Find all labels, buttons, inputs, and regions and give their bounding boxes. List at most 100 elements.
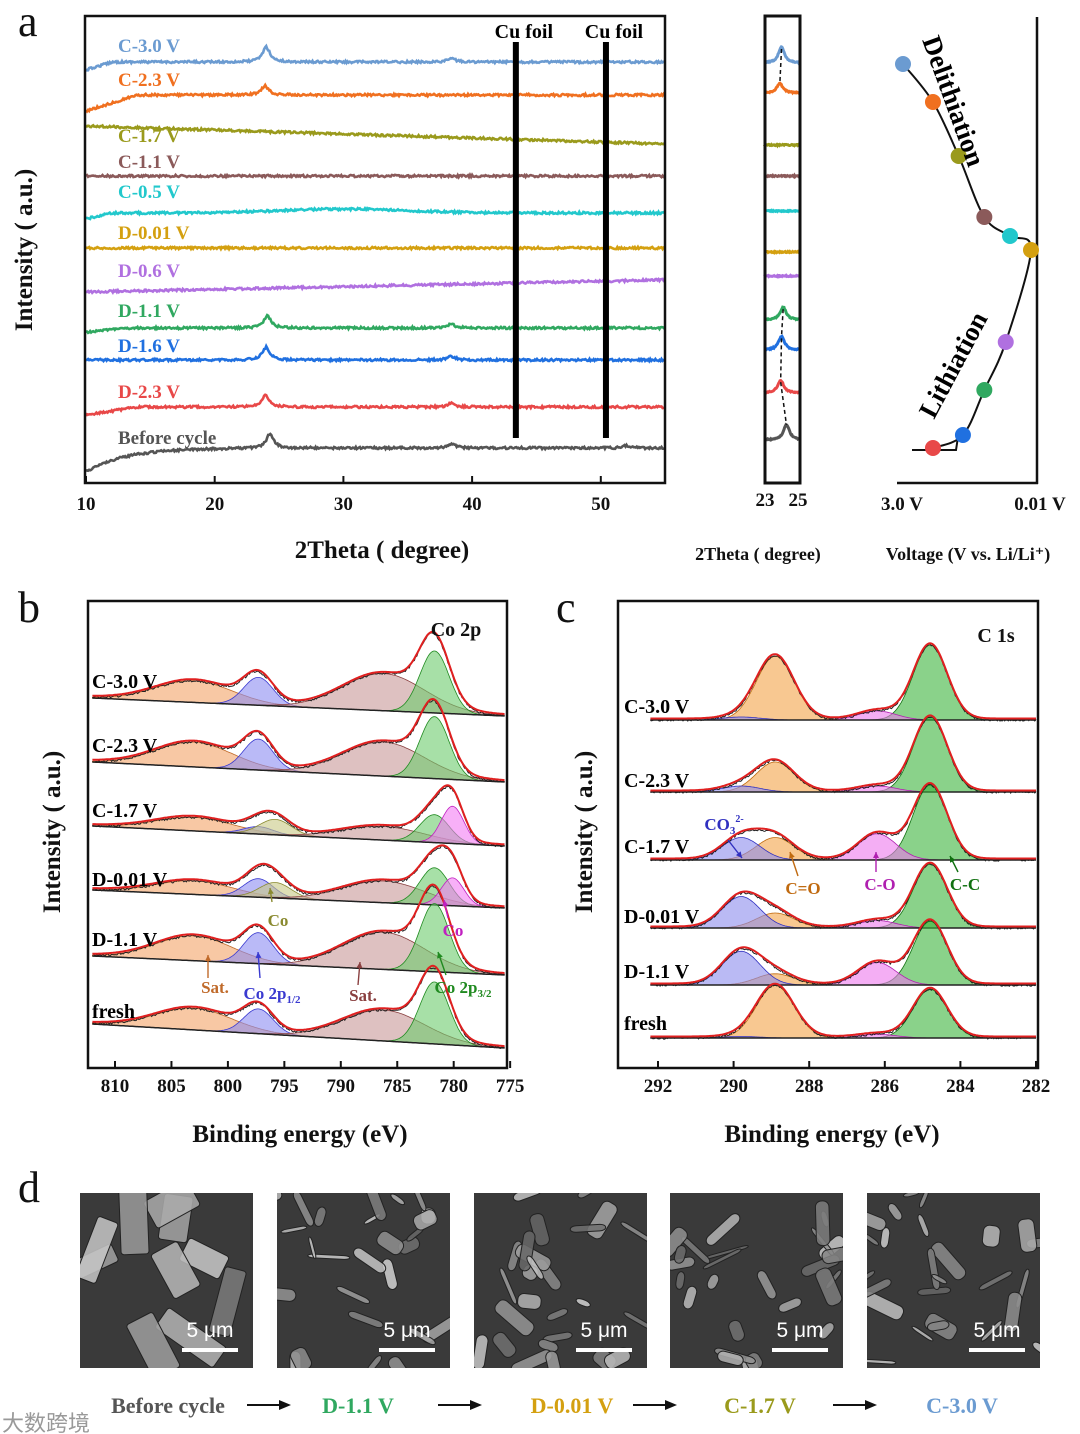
co2p-fit-envelope <box>92 784 505 846</box>
co2p-baseline <box>92 761 505 783</box>
c1s-spectrum-label: D-1.1 V <box>624 961 690 983</box>
co2p-title: Co 2p <box>431 619 482 641</box>
co2p-xtick-label: 785 <box>383 1076 412 1097</box>
co2p-xtick-label: 810 <box>101 1076 130 1097</box>
co2p-annotation-arrowhead <box>255 952 262 959</box>
voltage-point-d-1-6-v <box>954 427 971 443</box>
co2p-annotation-label: Sat. <box>349 986 377 1005</box>
sem-particle <box>1003 1291 1023 1333</box>
co2p-spectrum-label: fresh <box>92 1001 135 1023</box>
sem-particle <box>756 1270 777 1300</box>
sem-particle <box>381 1258 398 1290</box>
voltage-point-c-2-3-v <box>924 94 941 110</box>
c1s-annotation-arrowhead <box>735 851 742 858</box>
sem-particle <box>280 1225 308 1234</box>
sem-particle <box>867 1290 905 1321</box>
xrd-trace-label: C-3.0 V <box>118 36 180 57</box>
sem-image <box>80 1193 253 1368</box>
watermark: 大数跨境 <box>2 1412 90 1434</box>
xrd-xtick-label: 20 <box>205 494 224 515</box>
c1s-raw-data <box>650 643 1037 722</box>
sem-particle <box>620 1221 647 1243</box>
xrd-inset-trace <box>763 249 800 256</box>
sem-particle <box>517 1293 542 1310</box>
co2p-xtick-label: 795 <box>270 1076 299 1097</box>
sem-particle <box>911 1325 934 1342</box>
c1s-fit-envelope <box>650 642 1036 720</box>
xrd-trace-c-0-5-v <box>85 206 666 221</box>
voltage-point-d-0-01-v <box>1023 242 1039 258</box>
xrd-trace-d-0-01-v <box>85 244 666 252</box>
sem-particle <box>821 1246 843 1265</box>
panel-label-a: a <box>18 0 38 46</box>
co2p-raw-data <box>92 885 505 976</box>
cu-foil-label: Cu foil <box>495 21 554 43</box>
sequence-arrowhead <box>865 1400 877 1410</box>
sem-particle <box>376 1230 405 1256</box>
sem-particle <box>208 1266 247 1338</box>
panel-label-c: c <box>556 583 576 632</box>
sem-particle <box>1017 1218 1038 1253</box>
xrd-inset-xtick-label: 23 <box>756 490 775 511</box>
sem-image <box>474 1193 647 1368</box>
xrd-xtick-label: 40 <box>463 494 482 515</box>
c1s-raw-data <box>650 715 1037 795</box>
c1s-fit-envelope <box>650 982 1036 1038</box>
xrd-inset-trace <box>762 142 801 149</box>
sem-particle <box>336 1285 371 1305</box>
sem-particle <box>412 1209 438 1231</box>
voltage-point-c-0-5-v <box>1002 228 1019 244</box>
peak-shift-guide <box>779 382 788 425</box>
xrd-inset-trace <box>763 273 801 280</box>
voltage-point-c-1-7-v <box>950 148 967 164</box>
sem-particle <box>1032 1341 1040 1358</box>
co2p-fit-envelope <box>92 883 505 975</box>
sem-caption: C-1.7 V <box>724 1393 796 1418</box>
co2p-xtick-label: 775 <box>496 1076 525 1097</box>
co2p-annotation-arrowhead <box>356 962 363 969</box>
xrd-xtick-label: 10 <box>77 494 96 515</box>
co2p-annotation-arrowhead <box>442 900 449 907</box>
c1s-annotation-arrowhead <box>789 852 795 859</box>
panel-label-d: d <box>18 1163 40 1212</box>
xrd-trace-label: D-1.1 V <box>118 301 180 322</box>
xrd-trace-label: D-1.6 V <box>118 336 180 357</box>
c1s-fit-envelope <box>650 918 1036 985</box>
sem-caption: C-3.0 V <box>926 1393 998 1418</box>
c1s-fit-envelope <box>650 861 1036 928</box>
voltage-xlabel: Voltage (V vs. Li/Li⁺) <box>886 544 1051 565</box>
xrd-trace-label: Before cycle <box>118 428 216 449</box>
sem-particle <box>867 1270 876 1287</box>
co2p-annotation-arrowhead <box>437 952 443 959</box>
sem-caption: D-1.1 V <box>322 1393 394 1418</box>
sem-particle <box>313 1206 327 1227</box>
xrd-trace-c-2-3-v <box>85 82 666 114</box>
sem-particle <box>980 1320 1003 1342</box>
c1s-spectrum-label: fresh <box>624 1013 667 1035</box>
sem-particle <box>546 1308 569 1321</box>
scale-bar-label: 5 μm <box>776 1319 823 1342</box>
co2p-baseline <box>92 825 505 847</box>
sem-particle <box>930 1241 967 1281</box>
sem-particle <box>818 1322 835 1340</box>
sem-particle <box>494 1299 535 1337</box>
sem-particle <box>155 1307 227 1368</box>
c1s-annotation-label: C-O <box>864 875 895 894</box>
c1s-fit-envelope <box>650 714 1036 792</box>
c1s-ylabel: Intensity ( a.u.) <box>571 751 598 914</box>
sem-particle <box>277 1193 283 1201</box>
sem-particle <box>292 1193 315 1227</box>
sem-particle <box>366 1355 382 1368</box>
xrd-inset: 23 25 <box>756 45 808 511</box>
sem-particle <box>675 1271 686 1290</box>
sem-particle <box>347 1310 384 1329</box>
xrd-trace-label: C-1.7 V <box>118 126 180 147</box>
sem-particle <box>778 1297 802 1313</box>
co2p-spectrum-label: C-2.3 V <box>92 735 158 757</box>
voltage-point-c-1-1-v <box>976 209 993 225</box>
co2p-spectrum-label: D-1.1 V <box>92 929 158 951</box>
sem-particle <box>353 1247 387 1274</box>
c1s-xtick-label: 290 <box>719 1076 748 1097</box>
sem-particle <box>702 1248 742 1270</box>
sem-particle <box>867 1358 897 1365</box>
